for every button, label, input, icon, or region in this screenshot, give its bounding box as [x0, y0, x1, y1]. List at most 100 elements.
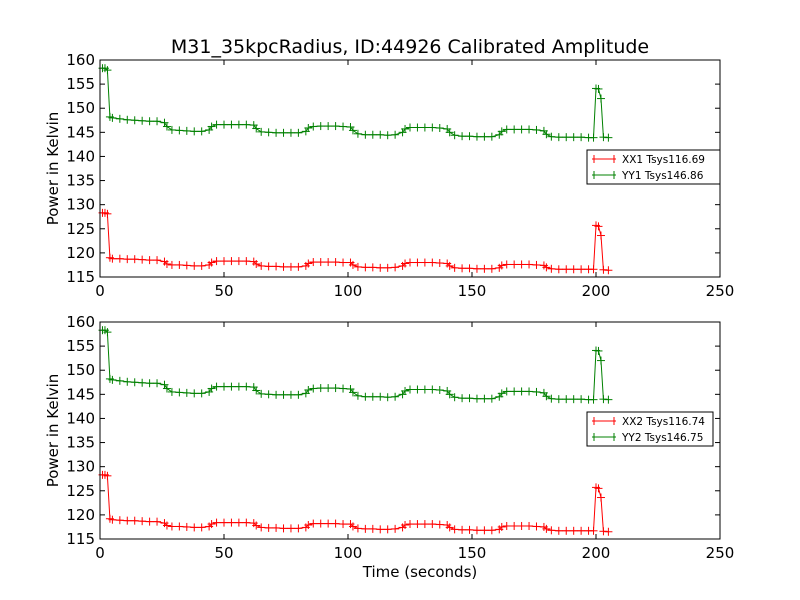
legend-label: YY1 Tsys146.86: [621, 170, 704, 182]
data-point: [420, 520, 429, 529]
data-point: [554, 133, 563, 142]
data-point: [175, 260, 184, 269]
data-point: [220, 257, 228, 266]
legend: XX1 Tsys116.69 YY1 Tsys146.86: [586, 149, 721, 185]
data-point: [428, 258, 437, 267]
y-tick-label: 150: [66, 99, 95, 117]
legend-entry: XX2 Tsys116.74: [592, 416, 705, 428]
data-point: [339, 520, 348, 529]
data-point: [353, 524, 362, 533]
data-point: [401, 259, 410, 268]
data-point: [272, 128, 281, 137]
data-point: [348, 522, 357, 531]
data-point: [510, 387, 519, 396]
series-xx: [98, 208, 613, 275]
data-point: [604, 266, 613, 275]
data-point: [594, 84, 603, 93]
data-point: [445, 261, 454, 270]
data-point: [596, 493, 605, 502]
y-tick-label: 145: [66, 123, 95, 141]
data-point: [167, 522, 176, 531]
data-point: [554, 265, 563, 274]
data-point: [286, 390, 295, 399]
data-point: [190, 389, 199, 398]
data-point: [108, 113, 117, 122]
data-point: [376, 263, 385, 272]
data-point: [428, 520, 437, 529]
y-tick-label: 120: [66, 244, 95, 262]
data-point: [594, 346, 603, 355]
data-point: [227, 382, 236, 391]
y-tick-label: 125: [66, 220, 95, 238]
data-point: [497, 127, 506, 136]
data-point: [401, 521, 410, 530]
data-point: [153, 256, 162, 265]
data-point: [252, 124, 261, 133]
data-point: [450, 131, 459, 140]
data-point: [368, 524, 377, 533]
data-point: [242, 518, 251, 527]
data-point: [376, 130, 385, 139]
data-point: [361, 263, 370, 272]
data-point: [182, 261, 191, 270]
data-point: [190, 261, 199, 270]
data-point: [445, 523, 454, 532]
data-point: [190, 127, 199, 136]
data-point: [376, 392, 385, 401]
data-point: [272, 390, 281, 399]
data-point: [445, 128, 454, 137]
data-point: [589, 526, 598, 535]
data-point: [497, 261, 506, 270]
data-point: [138, 255, 147, 264]
x-tick-label: 250: [706, 544, 735, 562]
data-point: [547, 132, 556, 141]
data-point: [324, 122, 333, 131]
data-point: [324, 384, 333, 393]
data-point: [138, 517, 147, 526]
data-point: [480, 264, 489, 273]
data-point: [286, 524, 295, 533]
data-point: [220, 518, 228, 527]
data-point: [182, 126, 191, 135]
data-point: [391, 130, 400, 139]
x-tick-label: 100: [334, 282, 363, 300]
x-axis-label: Time (seconds): [362, 563, 478, 581]
data-point: [162, 384, 171, 393]
data-point: [331, 122, 340, 131]
data-point: [465, 394, 474, 403]
data-point: [361, 392, 370, 401]
data-point: [497, 389, 506, 398]
data-point: [502, 387, 511, 396]
data-point: [542, 524, 551, 533]
data-point: [103, 471, 112, 480]
y-tick-label: 150: [66, 361, 95, 379]
data-point: [212, 257, 221, 266]
data-point: [115, 516, 124, 525]
y-tick-label: 155: [66, 337, 95, 355]
data-point: [406, 385, 414, 394]
data-point: [242, 120, 251, 129]
data-point: [339, 384, 348, 393]
data-point: [220, 120, 228, 129]
data-point: [510, 260, 519, 269]
data-point: [324, 519, 333, 528]
y-tick-label: 115: [66, 268, 95, 286]
data-point: [465, 264, 474, 273]
data-point: [480, 394, 489, 403]
x-tick-label: 50: [214, 282, 233, 300]
x-tick-label: 0: [95, 544, 105, 562]
data-point: [130, 116, 139, 125]
data-point: [383, 525, 392, 534]
data-point: [286, 128, 295, 137]
data-point: [604, 133, 613, 142]
data-point: [234, 257, 243, 266]
data-point: [401, 124, 410, 133]
data-point: [207, 520, 216, 529]
data-point: [577, 133, 586, 142]
data-point: [502, 125, 511, 134]
data-point: [348, 260, 357, 269]
data-point: [547, 526, 556, 535]
data-point: [383, 131, 392, 140]
data-point: [304, 259, 313, 268]
data-point: [175, 126, 184, 135]
